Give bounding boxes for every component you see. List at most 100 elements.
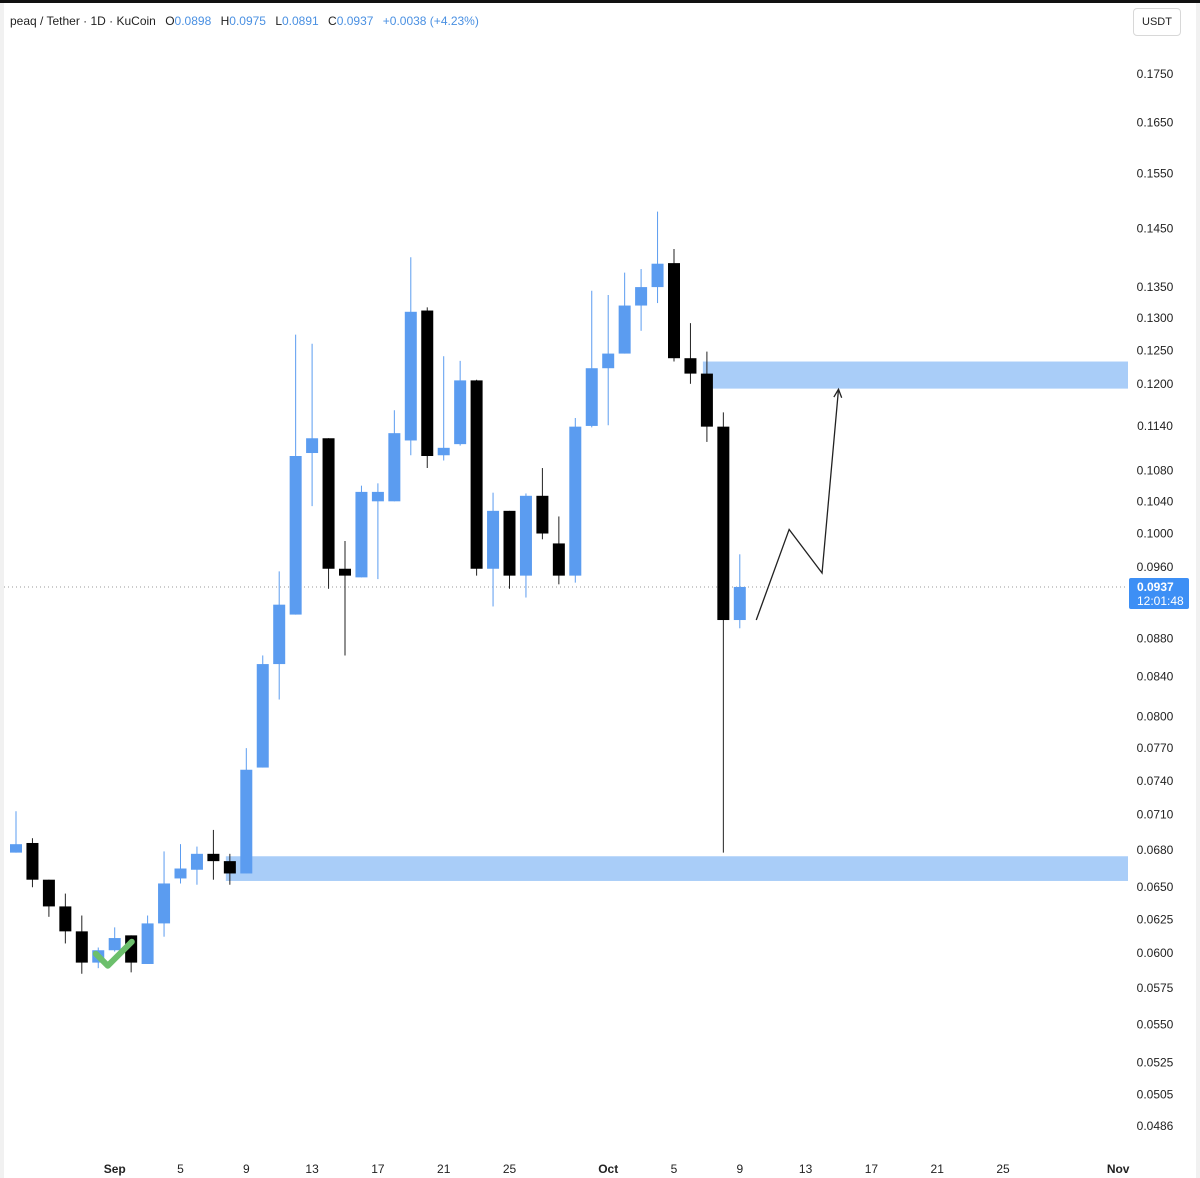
- price-tick-label: 0.0680: [1137, 843, 1174, 857]
- candle[interactable]: [717, 412, 730, 853]
- date-tick-label: 17: [371, 1162, 385, 1176]
- date-tick-label: Oct: [598, 1162, 618, 1176]
- candle[interactable]: [306, 343, 319, 507]
- candle-body: [75, 931, 88, 963]
- candle[interactable]: [684, 323, 697, 384]
- candle[interactable]: [503, 510, 516, 589]
- high-value: 0.0975: [229, 14, 266, 28]
- candle[interactable]: [240, 748, 253, 874]
- low-label: L: [275, 14, 282, 28]
- support-zone[interactable]: [225, 856, 1129, 881]
- candle-body: [618, 305, 631, 354]
- candle-body: [256, 664, 269, 768]
- close-label: C: [328, 14, 337, 28]
- candle[interactable]: [487, 492, 500, 607]
- price-tick-label: 0.0505: [1137, 1088, 1174, 1102]
- resistance-zone[interactable]: [702, 361, 1128, 389]
- price-axis[interactable]: 0.1750 0.1650 0.1550 0.1450 0.1350 0.1300 0.12…: [1137, 67, 1174, 1133]
- candle-body: [470, 380, 483, 569]
- candle[interactable]: [273, 571, 286, 700]
- price-tick-label: 0.0960: [1137, 560, 1174, 574]
- price-tick-label: 0.0600: [1137, 946, 1174, 960]
- candle[interactable]: [404, 257, 417, 456]
- candle-body: [700, 373, 713, 427]
- candle[interactable]: [733, 554, 746, 629]
- candle[interactable]: [158, 851, 171, 937]
- badge-countdown: 12:01:48: [1137, 594, 1184, 608]
- price-tick-label: 0.0650: [1137, 880, 1174, 894]
- price-tick-label: 0.0740: [1137, 774, 1174, 788]
- candle[interactable]: [371, 483, 384, 580]
- candle[interactable]: [552, 516, 565, 585]
- candle[interactable]: [668, 249, 680, 362]
- candle-body: [223, 861, 236, 874]
- candle[interactable]: [437, 356, 450, 461]
- candle-body: [635, 287, 648, 306]
- date-tick-label: 25: [503, 1162, 517, 1176]
- price-tick-label: 0.0575: [1137, 981, 1174, 995]
- candle[interactable]: [700, 351, 713, 442]
- date-tick-label: 5: [177, 1162, 184, 1176]
- candle[interactable]: [339, 540, 351, 656]
- time-axis[interactable]: Sep 5 9 13 17 21 25 Oct 5 9 13 17 21 25 Nov: [104, 1162, 1130, 1176]
- candle[interactable]: [536, 468, 549, 540]
- candle[interactable]: [289, 334, 302, 615]
- candle-body: [503, 510, 516, 576]
- candle[interactable]: [355, 485, 368, 578]
- candle[interactable]: [602, 295, 615, 426]
- candle[interactable]: [10, 811, 22, 853]
- price-tick-label: 0.1650: [1137, 115, 1174, 129]
- candle-body: [519, 495, 532, 576]
- projection-path[interactable]: [755, 389, 840, 621]
- candle[interactable]: [223, 853, 236, 885]
- candles-layer: [10, 211, 746, 974]
- candle[interactable]: [454, 360, 467, 446]
- left-frame: [0, 3, 4, 1178]
- candle-body: [207, 853, 220, 862]
- candle-body: [322, 438, 335, 569]
- candle-body: [717, 426, 730, 621]
- date-tick-label: 9: [736, 1162, 743, 1176]
- candle[interactable]: [174, 844, 187, 884]
- candle[interactable]: [585, 290, 598, 428]
- change-value: +0.0038 (+4.23%): [382, 14, 479, 28]
- date-tick-label: Sep: [104, 1162, 126, 1176]
- symbol-title[interactable]: peaq / Tether · 1D · KuCoin: [10, 14, 156, 28]
- candle-body: [733, 586, 746, 621]
- price-tick-label: 0.0625: [1137, 912, 1174, 926]
- candle-body: [59, 906, 72, 932]
- high-label: H: [220, 14, 230, 28]
- candle[interactable]: [26, 838, 39, 888]
- candle[interactable]: [108, 927, 121, 952]
- candle[interactable]: [618, 272, 631, 354]
- candle[interactable]: [651, 211, 664, 304]
- candle[interactable]: [75, 915, 88, 974]
- candle[interactable]: [190, 846, 203, 885]
- candle-body: [602, 353, 615, 369]
- candle[interactable]: [421, 307, 434, 469]
- candle[interactable]: [635, 269, 648, 331]
- badge-price: 0.0937: [1137, 580, 1174, 594]
- annotations-layer: [92, 387, 843, 969]
- candle-body: [355, 491, 368, 578]
- currency-button[interactable]: USDT: [1133, 8, 1181, 36]
- top-border: [0, 0, 1200, 3]
- date-tick-label: 13: [799, 1162, 813, 1176]
- candle[interactable]: [519, 493, 532, 598]
- candle[interactable]: [59, 893, 72, 944]
- date-tick-label: 13: [305, 1162, 319, 1176]
- candle[interactable]: [322, 438, 335, 589]
- candle[interactable]: [256, 655, 269, 768]
- candle-body: [141, 923, 154, 964]
- candle[interactable]: [141, 915, 154, 964]
- candle[interactable]: [207, 829, 220, 880]
- candle[interactable]: [470, 379, 483, 576]
- candle[interactable]: [42, 879, 55, 917]
- close-value: 0.0937: [336, 14, 374, 28]
- candle[interactable]: [388, 410, 401, 502]
- right-frame: [1196, 3, 1200, 1178]
- price-tick-label: 0.1040: [1137, 494, 1174, 508]
- candle[interactable]: [569, 418, 582, 583]
